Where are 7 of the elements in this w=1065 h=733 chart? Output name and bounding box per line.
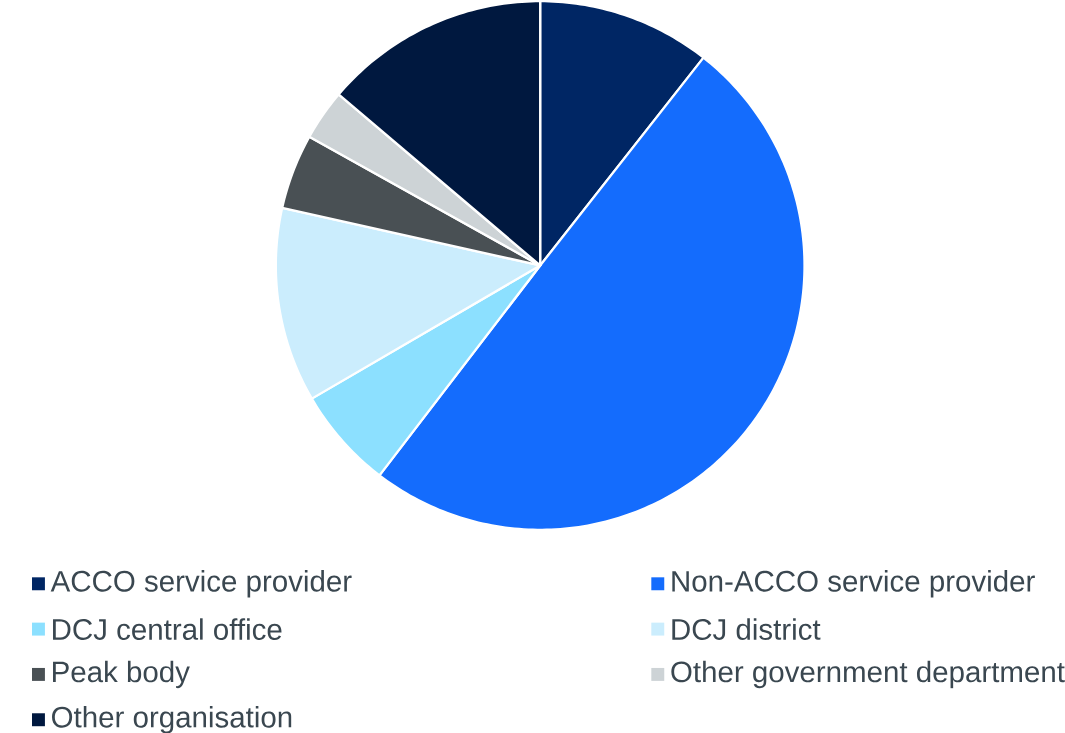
legend-label: DCJ district (672, 618, 821, 640)
legend-label: ACCO service provider (50, 569, 352, 598)
legend-label: Other government department (671, 660, 1065, 688)
legend-label: Non-ACCO service provider (672, 569, 1035, 598)
legend-label: Other organisation (52, 705, 292, 733)
legend-label: Peak body (53, 660, 190, 688)
legend-label: DCJ central office (53, 618, 282, 640)
